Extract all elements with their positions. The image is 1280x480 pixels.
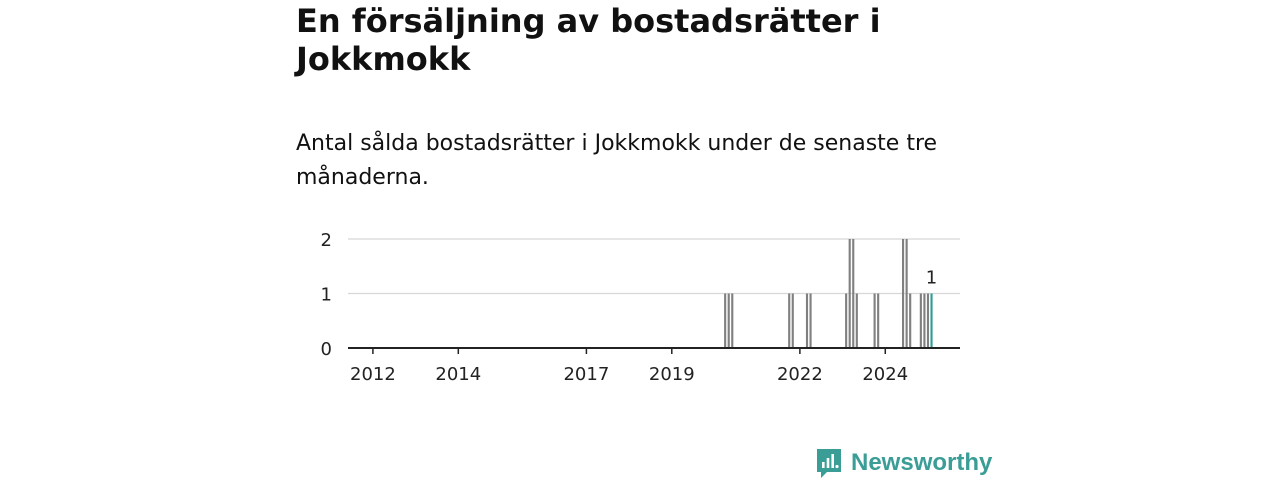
newsworthy-logo-icon bbox=[817, 449, 841, 478]
bar bbox=[905, 239, 908, 348]
chart-title: En försäljning av bostadsrätter i Jokkmo… bbox=[296, 2, 881, 78]
x-axis: 2012 2014 2017 2019 2022 2024 bbox=[348, 347, 960, 385]
y-tick-label: 1 bbox=[321, 285, 332, 306]
bar bbox=[848, 239, 851, 348]
chart-subtitle: Antal sålda bostadsrätter i Jokkmokk und… bbox=[296, 131, 938, 190]
bar bbox=[919, 293, 922, 348]
x-tick-label: 2024 bbox=[862, 364, 908, 385]
data-label: 1 bbox=[926, 268, 937, 289]
brand-name: Newsworthy bbox=[851, 449, 993, 476]
bar bbox=[923, 293, 926, 348]
x-tick-label: 2014 bbox=[435, 364, 481, 385]
bar bbox=[724, 293, 727, 348]
newsworthy-brand[interactable]: Newsworthy bbox=[815, 447, 992, 479]
bar bbox=[877, 293, 880, 348]
bar bbox=[873, 293, 876, 348]
bar bbox=[855, 293, 858, 348]
bar bbox=[809, 293, 812, 348]
x-tick-label: 2022 bbox=[777, 364, 823, 385]
grid-lines bbox=[348, 238, 960, 295]
bar bbox=[902, 239, 905, 348]
x-tick-label: 2019 bbox=[649, 364, 695, 385]
bar bbox=[852, 239, 855, 348]
x-tick-label: 2017 bbox=[563, 364, 609, 385]
bar bbox=[727, 293, 730, 348]
highlight-bar bbox=[930, 293, 933, 348]
data-labels: 1 bbox=[926, 268, 937, 289]
y-axis-ticks: 0 1 2 bbox=[321, 230, 332, 360]
y-tick-label: 0 bbox=[321, 339, 332, 360]
bars bbox=[724, 239, 933, 348]
bar bbox=[791, 293, 794, 348]
bar bbox=[909, 293, 912, 348]
bar bbox=[845, 293, 848, 348]
bar bbox=[805, 293, 809, 348]
bar bbox=[731, 293, 734, 348]
bar bbox=[926, 293, 930, 348]
y-tick-label: 2 bbox=[321, 230, 332, 251]
bar bbox=[788, 293, 791, 348]
x-tick-label: 2012 bbox=[350, 364, 396, 385]
